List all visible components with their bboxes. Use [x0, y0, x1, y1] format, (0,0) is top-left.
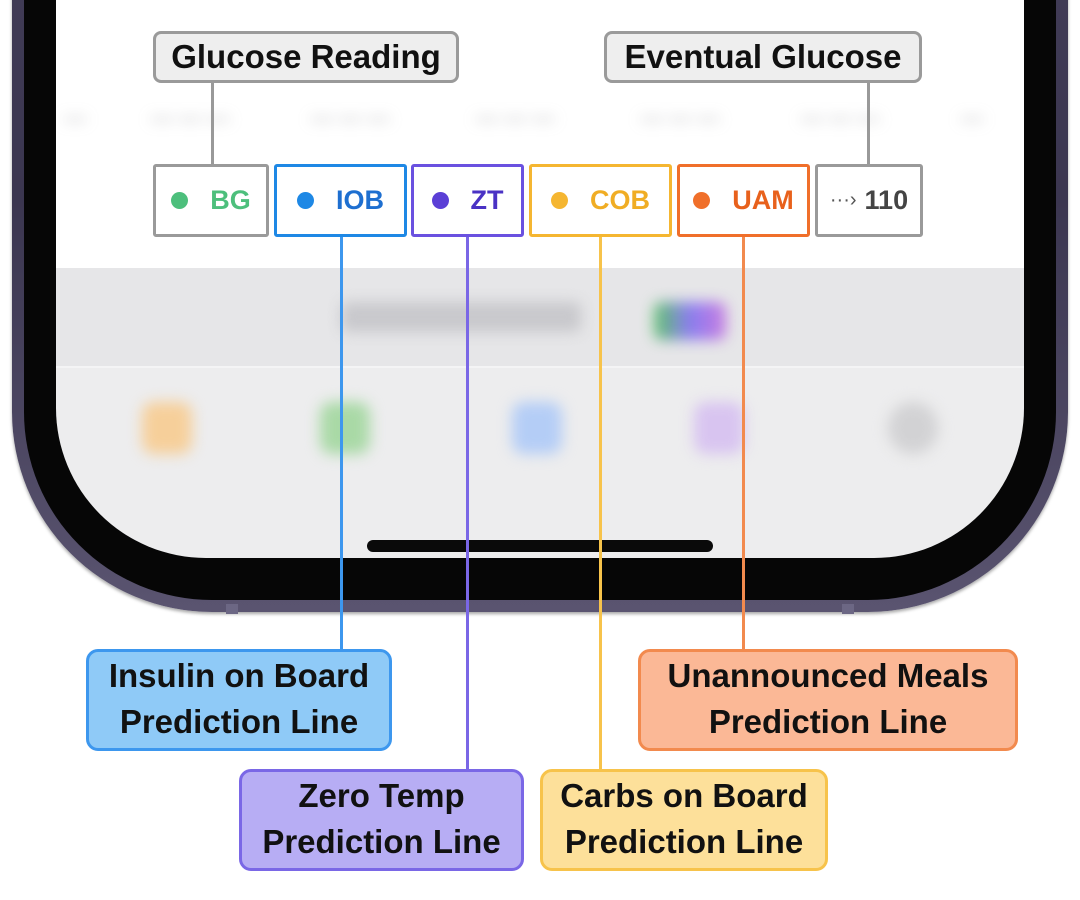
- cob-indicator[interactable]: COB: [529, 164, 672, 237]
- tab-history-icon[interactable]: [694, 402, 744, 454]
- home-indicator[interactable]: [367, 540, 713, 552]
- zt-indicator[interactable]: ZT: [411, 164, 524, 237]
- uam-callout-line2: Prediction Line: [708, 703, 948, 740]
- dotted-arrow-icon: ···›: [829, 189, 857, 211]
- eventual-glucose-label: Eventual Glucose: [604, 31, 922, 83]
- eventual-glucose-indicator[interactable]: ···› 110: [815, 164, 923, 237]
- uam-indicator[interactable]: UAM: [677, 164, 810, 237]
- cob-callout-line1: Carbs on Board: [560, 777, 808, 814]
- cob-connector: [599, 236, 602, 770]
- app-screen: — — — — — — — — — — — — — — — — —: [56, 0, 1024, 558]
- zt-callout: Zero Temp Prediction Line: [239, 769, 524, 871]
- iob-indicator[interactable]: IOB: [274, 164, 407, 237]
- iob-callout-line2: Prediction Line: [119, 703, 359, 740]
- bg-indicator[interactable]: BG: [153, 164, 269, 237]
- eventual-glucose-value: 110: [864, 185, 909, 215]
- cob-dot-icon: [551, 192, 568, 209]
- profile-name-blurred: [341, 302, 581, 332]
- cob-label: COB: [590, 185, 650, 215]
- zt-label: ZT: [470, 185, 504, 215]
- uam-dot-icon: [693, 192, 711, 209]
- iob-connector: [340, 236, 343, 650]
- uam-callout: Unannounced Meals Prediction Line: [638, 649, 1018, 751]
- tab-treatments-icon[interactable]: [320, 402, 370, 454]
- uam-connector: [742, 236, 745, 650]
- tab-settings-icon[interactable]: [888, 402, 938, 454]
- glucose-reading-connector: [211, 83, 214, 165]
- iob-callout-line1: Insulin on Board: [108, 657, 370, 694]
- glucose-reading-label: Glucose Reading: [153, 31, 459, 83]
- iob-callout: Insulin on Board Prediction Line: [86, 649, 392, 751]
- profile-chip-blurred: [654, 302, 726, 340]
- time-axis-blurred: — — — — — — — — — — — — — — — — —: [64, 105, 983, 130]
- bg-label: BG: [210, 185, 251, 215]
- uam-label: UAM: [732, 185, 794, 215]
- zt-dot-icon: [431, 192, 449, 209]
- cob-callout: Carbs on Board Prediction Line: [540, 769, 828, 871]
- zt-callout-line1: Zero Temp: [298, 777, 465, 814]
- eventual-glucose-connector: [867, 83, 870, 165]
- tab-home-icon[interactable]: [142, 402, 192, 454]
- iob-dot-icon: [296, 192, 314, 209]
- zt-connector: [466, 236, 469, 770]
- tab-bolus-icon[interactable]: [512, 402, 562, 454]
- uam-callout-line1: Unannounced Meals: [667, 657, 989, 694]
- cob-callout-line2: Prediction Line: [564, 823, 804, 860]
- bg-dot-icon: [171, 192, 189, 209]
- iob-label: IOB: [335, 185, 384, 215]
- phone-side-button: [842, 604, 854, 614]
- phone-side-button: [226, 604, 238, 614]
- zt-callout-line2: Prediction Line: [262, 823, 501, 860]
